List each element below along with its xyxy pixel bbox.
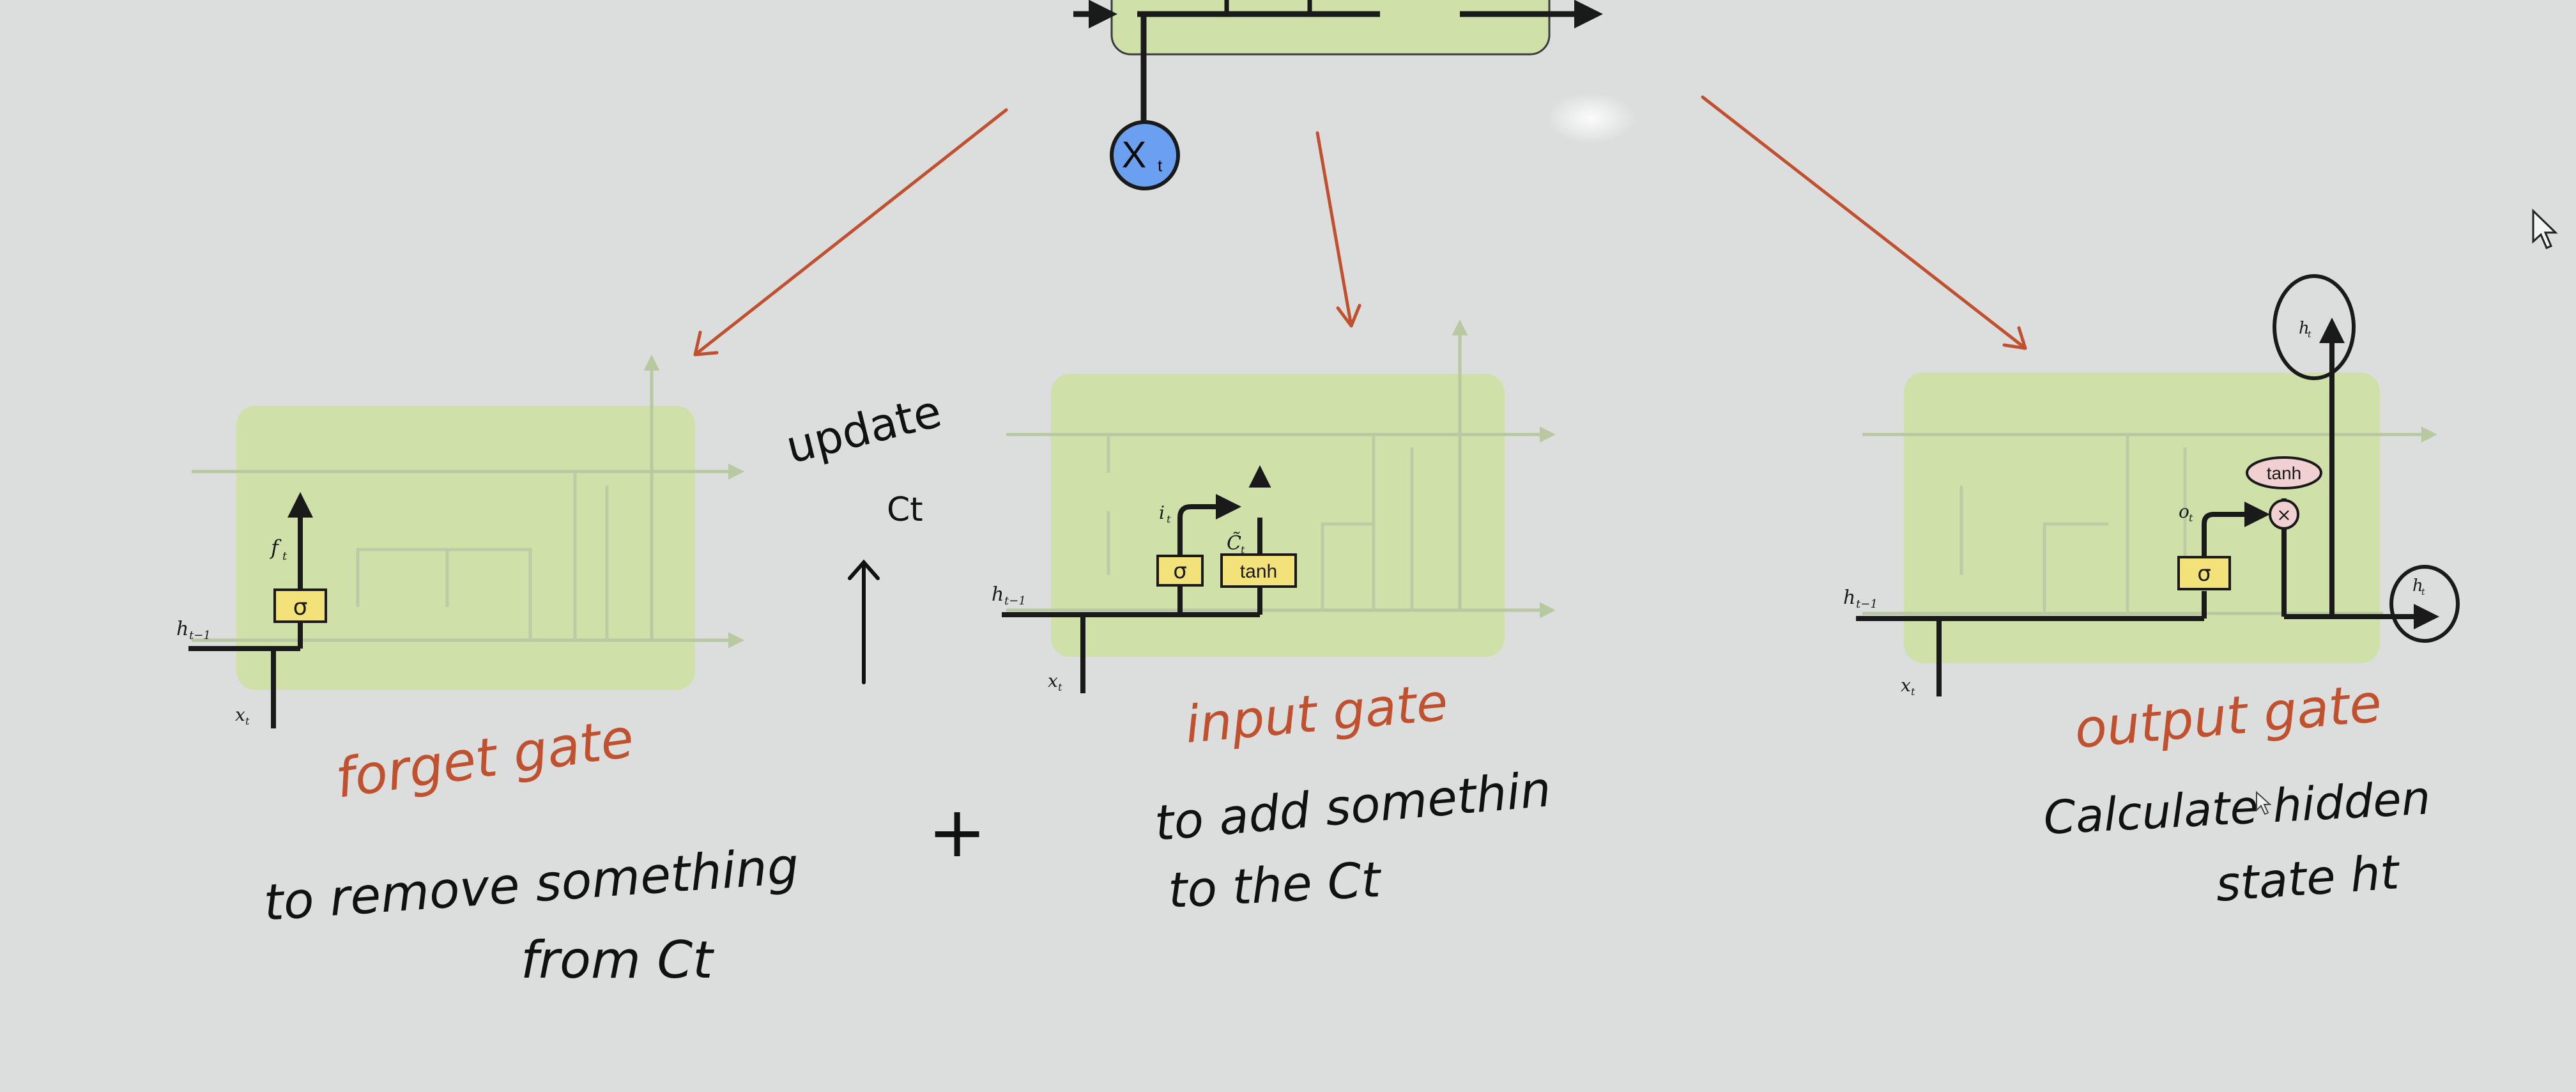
output-sigma-label: σ: [2197, 561, 2211, 587]
red-arrow-to-input: [1315, 131, 1353, 328]
forget-ht1-sub: t−1: [189, 629, 211, 642]
red-arrow-to-forget: [693, 108, 1008, 357]
output-ht-top-label: h: [2299, 319, 2310, 338]
forget-ht1-label: h: [176, 618, 188, 640]
note-update-ct: Ct: [887, 491, 923, 529]
input-it-sub: t: [1167, 513, 1171, 525]
red-arrowhead-forget: [693, 330, 719, 357]
output-mult-node: [2269, 499, 2299, 530]
output-faded-internals: [1959, 434, 2187, 613]
output-ht-top-circle: [2273, 274, 2356, 380]
forget-desc-2: from Ct: [521, 930, 714, 990]
output-ot-sub: t: [2189, 512, 2193, 524]
input-xt-sub: t: [1058, 681, 1062, 693]
input-ct-sub: t: [1241, 544, 1245, 556]
top-cell-box: [1110, 0, 1551, 56]
output-desc-2: state ht: [2214, 845, 2402, 912]
forget-sigma-label: σ: [293, 594, 308, 620]
output-ot-arrow: [2202, 514, 2265, 619]
output-gate-cell: tanh × σ o t h t h t h t−1 x t: [1843, 274, 2460, 698]
output-ht-right-circle: [2389, 565, 2460, 643]
input-faded-internals: [1107, 434, 1414, 610]
input-sigma-gate: [1156, 555, 1204, 587]
input-ht1-sub: t−1: [1004, 594, 1026, 608]
top-lstm-cell: X t: [1073, 0, 1603, 190]
output-ht1-sub: t−1: [1856, 597, 1878, 611]
red-arrow-to-output: [1701, 95, 2027, 350]
output-xt-sub: t: [1911, 686, 1915, 698]
mouse-cursor-icon-small: [2256, 790, 2272, 815]
input-it-arrow: [1177, 494, 1241, 556]
forget-sigma-gate: [273, 588, 327, 623]
input-tanh-gate: [1220, 553, 1297, 588]
xt-node-label: X: [1122, 134, 1147, 176]
input-gate-cell: σ tanh i t C̃ t h t−1 x t: [992, 319, 1556, 693]
input-desc-2: to the Ct: [1167, 851, 1384, 919]
red-arrowhead-output: [2002, 326, 2027, 350]
note-plus: +: [928, 791, 986, 873]
mouse-cursor-icon: [2532, 208, 2558, 249]
screen-glare: [1546, 93, 1636, 144]
output-ht-top-sub: t: [2308, 330, 2312, 340]
input-it-label: i: [1159, 502, 1165, 523]
output-sigma-gate: [2177, 556, 2231, 590]
red-arrows: [693, 95, 2027, 357]
forget-xt-label: x: [235, 704, 245, 725]
output-tanh-label: tanh: [2267, 463, 2302, 483]
red-arrowhead-input: [1336, 304, 1361, 328]
output-cell-box: [1904, 373, 2380, 663]
output-xt-label: x: [1901, 675, 1911, 696]
forget-gate-cell: σ f t h t−1 x t: [176, 355, 744, 728]
input-xt-label: x: [1048, 670, 1058, 691]
update-arrow-head: [848, 559, 880, 580]
input-ht1-label: h: [992, 583, 1004, 606]
forget-ft-sub: t: [282, 550, 288, 563]
forget-xt-sub: t: [245, 715, 250, 727]
output-ht-right-label: h: [2412, 576, 2423, 596]
xt-node: [1110, 120, 1180, 190]
output-tanh-node: [2246, 456, 2322, 489]
output-ot-label: o: [2179, 501, 2189, 522]
input-sigma-label: σ: [1173, 558, 1187, 584]
output-ht1-label: h: [1843, 587, 1855, 609]
output-ht-right-sub: t: [2421, 587, 2425, 597]
input-tanh-label: tanh: [1240, 561, 1277, 582]
output-mult-label: ×: [2276, 504, 2291, 525]
xt-node-sub: t: [1158, 156, 1163, 175]
input-ct-label: C̃: [1227, 532, 1241, 555]
forget-faded-internals: [356, 472, 609, 640]
